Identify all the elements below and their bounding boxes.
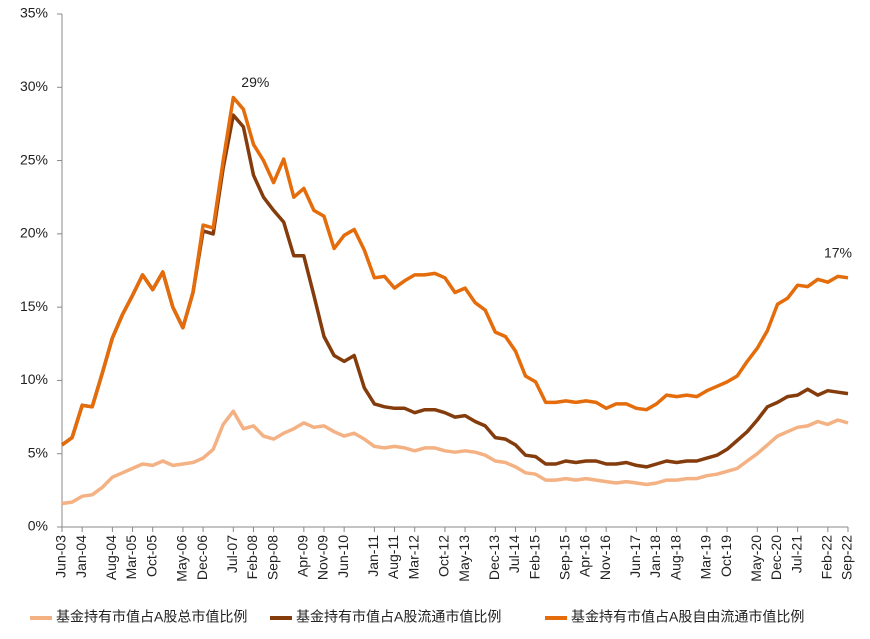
x-tick-label: Sep-15 <box>557 535 573 580</box>
y-tick-label: 20% <box>20 225 48 241</box>
y-tick-label: 35% <box>20 5 48 21</box>
legend-label: 基金持有市值占A股自由流通市值比例 <box>571 609 804 625</box>
x-tick-label: May-13 <box>456 535 472 582</box>
x-tick-label: Feb-08 <box>244 535 260 580</box>
x-tick-label: Jan-11 <box>365 535 381 577</box>
x-tick-label: Dec-13 <box>486 535 502 580</box>
x-tick-label: Mar-19 <box>698 535 714 580</box>
y-tick-label: 5% <box>28 444 48 460</box>
legend-label: 基金持有市值占A股总市值比例 <box>56 609 247 625</box>
annotation: 17% <box>824 245 852 261</box>
x-tick-label: Feb-15 <box>526 535 542 580</box>
x-tick-label: May-06 <box>174 535 190 582</box>
annotation: 29% <box>241 74 269 90</box>
x-tick-label: Aug-04 <box>103 535 119 580</box>
series-line <box>60 95 849 447</box>
x-tick-label: Nov-09 <box>315 535 331 580</box>
y-tick-label: 15% <box>20 298 48 314</box>
x-tick-label: Oct-05 <box>143 535 159 577</box>
x-tick-label: Sep-22 <box>839 535 855 580</box>
x-tick-label: Jun-10 <box>335 535 351 578</box>
y-tick-label: 10% <box>20 371 48 387</box>
x-tick-label: May-20 <box>748 535 764 582</box>
x-tick-label: Jun-03 <box>53 535 69 578</box>
x-tick-label: Nov-16 <box>597 535 613 580</box>
x-tick-label: Feb-22 <box>819 535 835 580</box>
x-tick-label: Apr-09 <box>295 535 311 577</box>
x-tick-label: Jul-21 <box>788 535 804 573</box>
x-tick-label: Apr-16 <box>577 535 593 577</box>
x-tick-label: Sep-08 <box>264 535 280 580</box>
x-tick-label: Oct-12 <box>436 535 452 577</box>
x-tick-label: Aug-11 <box>385 535 401 579</box>
x-tick-label: Oct-19 <box>718 535 734 577</box>
legend-label: 基金持有市值占A股流通市值比例 <box>296 609 501 625</box>
x-tick-label: Jun-17 <box>627 535 643 578</box>
x-tick-label: Jan-18 <box>647 535 663 578</box>
x-tick-label: Aug-18 <box>667 535 683 580</box>
y-tick-label: 30% <box>20 78 48 94</box>
y-tick-label: 0% <box>28 518 48 534</box>
x-tick-label: Dec-20 <box>768 535 784 580</box>
x-tick-label: Mar-12 <box>405 535 421 580</box>
series-line <box>61 409 849 506</box>
x-tick-label: Mar-05 <box>123 535 139 580</box>
x-tick-label: Dec-06 <box>194 535 210 580</box>
y-tick-label: 25% <box>20 151 48 167</box>
x-tick-label: Jan-04 <box>73 535 89 578</box>
x-tick-label: Jul-14 <box>506 535 522 573</box>
x-tick-label: Jul-07 <box>224 535 240 573</box>
